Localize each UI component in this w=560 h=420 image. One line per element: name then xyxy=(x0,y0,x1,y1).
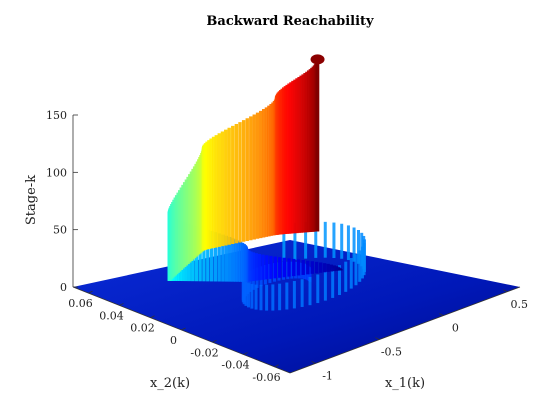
x2-tick-mark xyxy=(181,327,186,331)
x1-tick-mark xyxy=(311,361,316,364)
z-tick-label: 150 xyxy=(46,109,67,122)
x1-tick-label: -0.5 xyxy=(381,346,402,359)
surface-floor xyxy=(73,240,520,373)
x2-tick-label: 0 xyxy=(170,334,177,347)
x2-tick-mark xyxy=(243,352,248,355)
x2-tick-label: -0.02 xyxy=(190,346,218,359)
x1-tick-label: -1 xyxy=(322,369,333,382)
x1-tick-label: 0.5 xyxy=(510,298,528,311)
x1-axis-label: x_1(k) xyxy=(385,376,425,391)
x2-tick-mark xyxy=(274,364,279,368)
x2-axis-label: x_2(k) xyxy=(150,376,190,391)
z-tick-label: 100 xyxy=(46,166,67,179)
z-ticks: 0 50 100 150 xyxy=(46,109,78,294)
x2-tick-label: -0.06 xyxy=(252,371,280,384)
x2-tick-mark xyxy=(212,339,217,343)
x2-tick-mark xyxy=(150,315,155,319)
reachability-spiral xyxy=(167,54,366,311)
x2-tick-label: 0.02 xyxy=(130,322,155,335)
x2-ticks: 0.06 0.04 0.02 0 -0.02-0.04-0.06 xyxy=(68,290,281,384)
x1-ticks: 0.5 0 -0.5 -1 xyxy=(311,289,528,382)
x1-tick-mark xyxy=(503,289,508,293)
x2-tick-label: 0.06 xyxy=(68,297,93,310)
x2-tick-label: -0.04 xyxy=(221,359,249,372)
z-tick-label: 50 xyxy=(53,224,67,237)
x2-tick-label: 0.04 xyxy=(99,309,124,322)
z-tick-label: 0 xyxy=(60,281,67,294)
ribbon-top-cap xyxy=(310,54,325,65)
x1-tick-mark xyxy=(375,337,380,340)
x1-tick-label: 0 xyxy=(452,322,459,335)
z-axis-label: Stage-k xyxy=(24,175,39,225)
x1-tick-mark xyxy=(439,313,444,317)
x1-axis-line xyxy=(289,286,521,374)
x2-tick-mark xyxy=(119,303,124,306)
x2-tick-mark xyxy=(88,290,93,294)
chart-title: Backward Reachability xyxy=(206,14,374,29)
